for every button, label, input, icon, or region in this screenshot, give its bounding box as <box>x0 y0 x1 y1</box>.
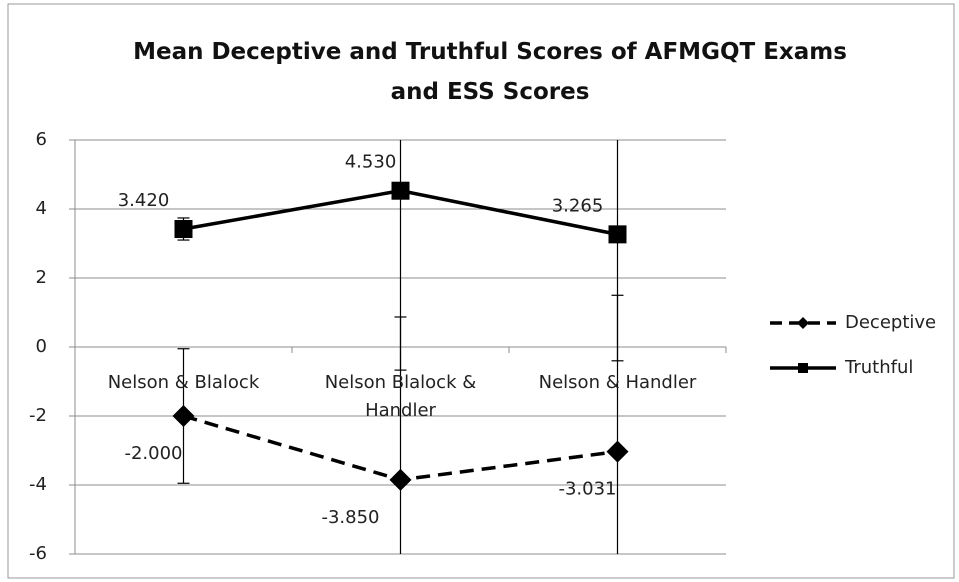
marker <box>174 220 193 239</box>
data-label: -3.031 <box>558 479 616 500</box>
data-label: 3.420 <box>118 190 170 211</box>
legend-marker <box>798 363 808 373</box>
marker <box>391 181 410 200</box>
legend-label: Deceptive <box>845 312 936 333</box>
marker <box>172 405 195 427</box>
y-tick-label: 2 <box>36 267 47 288</box>
y-tick-label: -6 <box>29 543 47 564</box>
data-label: 4.530 <box>345 152 397 173</box>
marker <box>389 468 412 491</box>
legend-label: Truthful <box>844 357 913 378</box>
x-tick-label: Nelson & Handler <box>538 372 697 393</box>
marker <box>606 440 629 463</box>
chart-title: Mean Deceptive and Truthful Scores of AF… <box>133 39 847 105</box>
data-label: 3.265 <box>552 195 604 216</box>
chart-frame <box>7 3 955 579</box>
y-tick-label: 6 <box>36 129 47 150</box>
y-tick-label: 4 <box>36 198 47 219</box>
data-label: -3.850 <box>321 507 379 528</box>
data-label: -2.000 <box>124 443 182 464</box>
y-tick-label: 0 <box>36 336 47 357</box>
x-tick-label: Nelson & Blalock <box>107 372 260 393</box>
marker <box>608 225 627 244</box>
legend-marker <box>797 317 809 329</box>
y-tick-label: -2 <box>29 405 47 426</box>
y-tick-label: -4 <box>29 474 47 495</box>
x-tick-label: Nelson Blalock & Handler <box>324 372 477 421</box>
